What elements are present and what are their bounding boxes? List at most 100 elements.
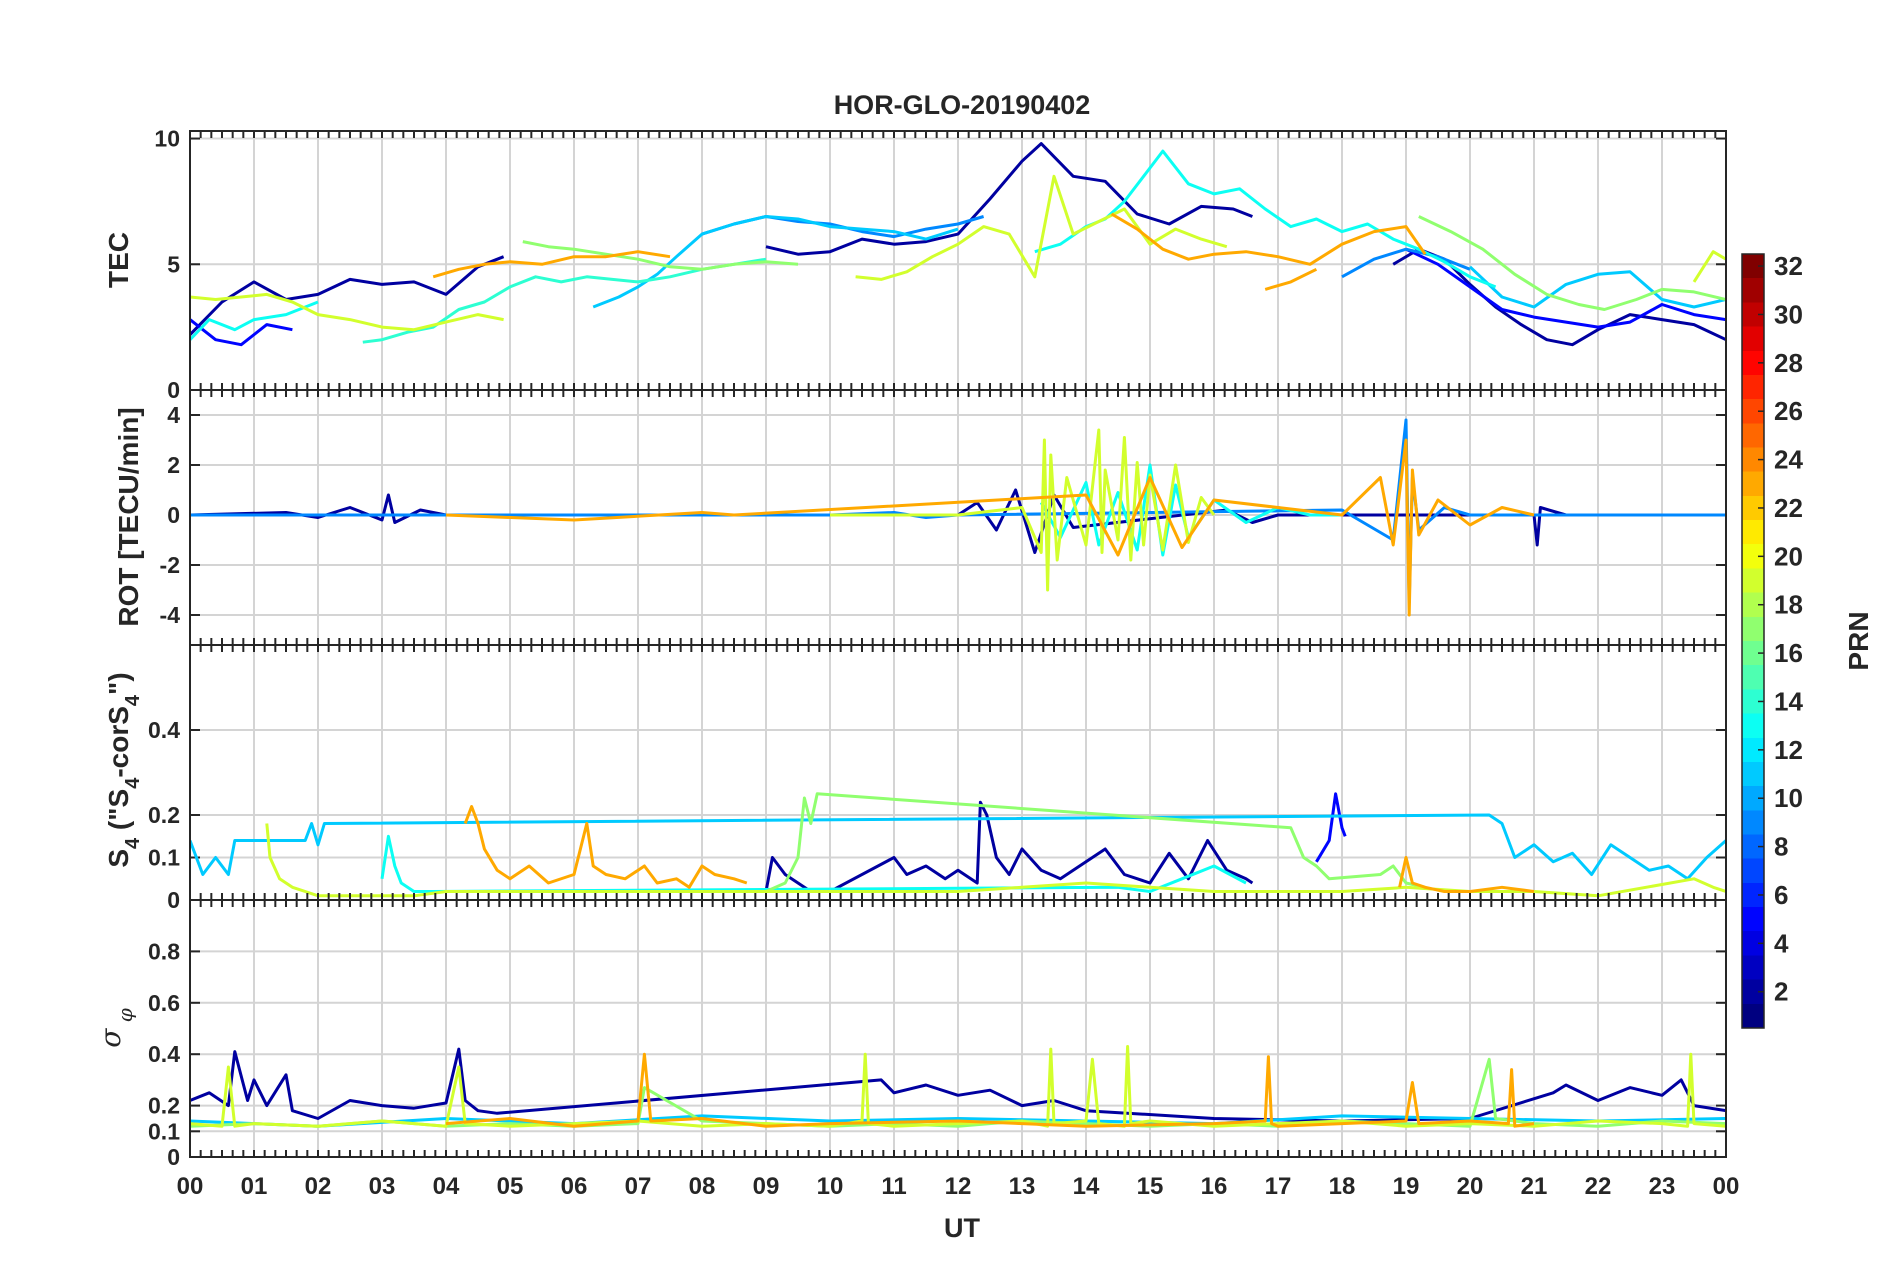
series-line-prn-23 [1110, 212, 1427, 266]
series-line-prn-17 [1418, 215, 1726, 311]
y-tick-label: 0 [167, 1144, 180, 1170]
x-tick-label: 06 [561, 1173, 588, 1200]
x-tick-label: 03 [369, 1173, 396, 1200]
series-line-prn-17 [765, 792, 1426, 893]
series-line-prn-9 [190, 418, 1726, 604]
y-tick-label: 2 [167, 452, 180, 478]
x-tick-label: 14 [1073, 1173, 1100, 1200]
series-line-prn-17 [522, 240, 799, 271]
colorbar-label: PRN [1843, 611, 1874, 670]
y-tick-label: 4 [167, 402, 180, 428]
y-tick-label: 10 [154, 126, 180, 152]
panel-rot: -4 -2 0 2 4 ROT [TECU/min] [113, 389, 1727, 646]
series-line-prn-9 [1341, 247, 1471, 279]
series-line-prn-23 [445, 1052, 1535, 1128]
colorbar-tick-label: 24 [1774, 445, 1803, 475]
series-line-prn-13 [190, 300, 319, 341]
y-tick-label: 0 [167, 502, 180, 528]
series-group [190, 1045, 1726, 1128]
y-tick-label: 0.2 [148, 802, 180, 828]
x-tick-label: 13 [1009, 1173, 1036, 1200]
colorbar-tick-label: 30 [1774, 299, 1803, 329]
x-tick-label: 07 [625, 1173, 652, 1200]
x-tick-label: 00 [1713, 1173, 1740, 1200]
y-tick-label: 0.4 [148, 717, 180, 743]
series-line-prn-19 [190, 292, 504, 332]
y-axis-label: TEC [103, 232, 134, 288]
y-tick-label: 0.1 [148, 845, 180, 871]
colorbar-tick-label: 8 [1774, 832, 1788, 862]
minor-ticks [189, 645, 1727, 900]
colorbar-tick-label: 12 [1774, 735, 1803, 765]
series-group [190, 142, 1726, 347]
panel-frame [189, 899, 1727, 1158]
x-tick-label: 12 [945, 1173, 972, 1200]
y-tick-label: 0.8 [148, 938, 180, 964]
colorbar-bar [1741, 253, 1765, 1029]
series-line-prn-5 [1315, 792, 1347, 863]
x-tick-label: 09 [753, 1173, 780, 1200]
minor-ticks [189, 900, 1727, 1157]
x-tick-label: 23 [1649, 1173, 1676, 1200]
y-tick-label: -2 [160, 552, 180, 578]
x-tick-label: 15 [1137, 1173, 1164, 1200]
x-tick-label: 10 [817, 1173, 844, 1200]
series-line-prn-11 [1468, 265, 1726, 309]
x-tick-label: 17 [1265, 1173, 1292, 1200]
series-line-prn-11 [190, 1114, 1726, 1128]
series-line-prn-23 [463, 805, 748, 889]
series-line-prn-23 [432, 250, 671, 279]
x-tick-label: 22 [1585, 1173, 1612, 1200]
series-line-prn-2 [190, 1047, 1726, 1123]
series-line-prn-19 [1692, 250, 1726, 283]
colorbar-tick-label: 32 [1774, 251, 1803, 281]
x-tick-label: 16 [1201, 1173, 1228, 1200]
y-tick-label: 0 [167, 887, 180, 913]
series-line-prn-2 [765, 142, 1253, 256]
series-line-prn-5 [190, 318, 293, 347]
y-tick-label: -4 [160, 602, 181, 628]
panel-sigma_phi: 00.10.20.40.60.8σ φ [94, 899, 1727, 1170]
y-tick-label: 5 [167, 251, 180, 277]
x-tick-labels: 00 01 02 03 04 05 06 07 08 09 10 11 12 13 14 15 16 17 18 19… [177, 1173, 1740, 1200]
colorbar-tick-label: 18 [1774, 590, 1803, 620]
colorbar-tick-label: 4 [1774, 928, 1789, 958]
series-line-prn-13 [380, 834, 1247, 893]
y-tick-label: 0.6 [148, 990, 180, 1016]
y-tick-label: 0 [167, 377, 180, 403]
x-tick-label: 04 [433, 1173, 460, 1200]
x-tick-label: 05 [497, 1173, 524, 1200]
y-tick-label: 0.2 [148, 1093, 180, 1119]
series-line-prn-5 [1405, 247, 1726, 329]
x-tick-label: 11 [881, 1173, 906, 1200]
x-tick-label: 21 [1521, 1173, 1548, 1200]
colorbar-tick-label: 28 [1774, 348, 1803, 378]
x-axis-label: UT [944, 1213, 980, 1243]
y-tick-label: 0.4 [148, 1041, 180, 1067]
series-group [190, 418, 1726, 617]
x-tick-label: 01 [241, 1173, 268, 1200]
colorbar-tick-label: 22 [1774, 493, 1803, 523]
chart-title: HOR-GLO-20190402 [834, 90, 1091, 120]
y-tick-label: 0.1 [148, 1118, 180, 1144]
colorbar-tick-label: 20 [1774, 541, 1803, 571]
series-line-prn-23 [1264, 267, 1318, 291]
x-tick-label: 00 [177, 1173, 204, 1200]
minor-ticks [189, 390, 1727, 645]
colorbar-tick-label: 2 [1774, 977, 1788, 1007]
colorbar-tick-label: 10 [1774, 783, 1803, 813]
series-line-prn-23 [445, 438, 1535, 617]
series-line-prn-2 [190, 255, 505, 336]
x-tick-label: 18 [1329, 1173, 1356, 1200]
panel-tec: 0 5 10 TEC [103, 126, 1727, 403]
x-tick-label: 08 [689, 1173, 716, 1200]
series-line-prn-11 [190, 813, 1726, 881]
colorbar-tick-label: 14 [1774, 686, 1803, 716]
series-line-prn-11 [592, 215, 959, 309]
series-line-prn-19 [855, 174, 1228, 281]
x-tick-label: 20 [1457, 1173, 1484, 1200]
minor-ticks [189, 131, 1727, 390]
